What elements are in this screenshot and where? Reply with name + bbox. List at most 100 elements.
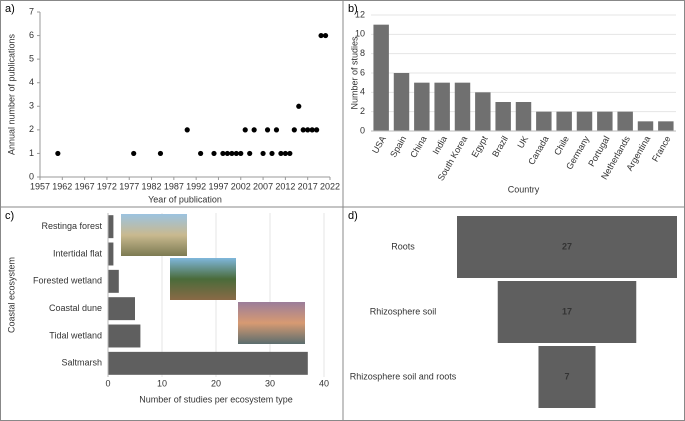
x-tick-label: India xyxy=(431,134,449,156)
y-tick-label: Restinga forest xyxy=(41,221,102,231)
point xyxy=(211,150,217,157)
x-tick-label: 2002 xyxy=(231,181,251,191)
x-tick-label: Spain xyxy=(388,134,408,159)
x-tick-label: Chile xyxy=(552,134,571,157)
point xyxy=(233,150,239,157)
bar xyxy=(108,351,308,375)
panel: c) 0 10 20 30 40 Restinga forest Intertidal fla… xyxy=(5,210,329,404)
x-tick-label: France xyxy=(650,134,673,163)
x-tick-label: 0 xyxy=(105,378,110,388)
bar xyxy=(658,121,674,131)
panel-label: b) xyxy=(348,3,358,15)
x-tick-label: 1992 xyxy=(186,181,206,191)
point xyxy=(291,127,297,133)
x-tick-label: 1972 xyxy=(97,181,117,191)
y-axis-label: Number of studies xyxy=(349,36,359,110)
bar xyxy=(617,111,633,131)
bar xyxy=(108,297,135,321)
x-tick-label: 20 xyxy=(211,378,221,388)
y-tick-label: 4 xyxy=(360,87,365,97)
point xyxy=(55,150,61,157)
x-tick-label: 1982 xyxy=(142,181,162,191)
y-axis-label: Coastal ecosystem xyxy=(6,257,16,333)
point xyxy=(264,127,271,133)
point xyxy=(247,150,253,157)
bar xyxy=(515,102,532,131)
x-tick-label: China xyxy=(408,134,428,159)
photo xyxy=(121,214,187,256)
point xyxy=(260,150,266,157)
category-label: Roots xyxy=(391,241,415,251)
y-tick-label: 2 xyxy=(29,124,34,134)
point xyxy=(282,150,288,157)
bar xyxy=(576,111,593,131)
point xyxy=(322,32,329,39)
bar xyxy=(108,215,114,239)
category-label: Rhizosphere soil xyxy=(370,306,437,316)
bar xyxy=(597,111,613,131)
point xyxy=(198,150,204,157)
funnel-bar xyxy=(457,216,677,278)
y-tick-label: Intertidal flat xyxy=(53,248,103,258)
x-tick-label: 1987 xyxy=(164,181,184,191)
x-tick-label: 1977 xyxy=(119,181,139,191)
y-tick-label: Forested wetland xyxy=(33,276,102,286)
value-label: 7 xyxy=(564,371,569,381)
bar xyxy=(536,111,552,131)
x-tick-label: 2012 xyxy=(275,181,295,191)
y-tick-label: 0 xyxy=(29,171,34,181)
panel: d) 27 Roots 17 Rhizosphere soil 7 Rhizosphere … xyxy=(348,210,677,408)
y-tick-label: 1 xyxy=(29,148,34,158)
bar xyxy=(495,102,511,131)
bar xyxy=(108,269,119,293)
x-tick-label: 2022 xyxy=(320,181,340,191)
point xyxy=(296,103,302,109)
y-tick-label: Tidal wetland xyxy=(49,330,102,340)
point xyxy=(287,150,293,157)
y-tick-label: 2 xyxy=(360,106,365,116)
y-tick-label: 3 xyxy=(29,101,34,111)
bar xyxy=(454,82,471,131)
point xyxy=(300,127,306,133)
x-tick-label: 2017 xyxy=(298,181,318,191)
y-tick-label: 8 xyxy=(360,48,365,58)
x-tick-label: USA xyxy=(370,134,388,155)
x-tick-label: Brazil xyxy=(490,134,510,158)
point xyxy=(220,150,226,157)
bar xyxy=(414,82,430,131)
point xyxy=(305,127,311,133)
x-tick-label: 1997 xyxy=(208,181,228,191)
x-tick-label: 40 xyxy=(319,378,329,388)
x-tick-label: 1967 xyxy=(75,181,95,191)
point xyxy=(131,150,137,157)
bar xyxy=(373,24,389,132)
x-tick-label: 1957 xyxy=(30,181,50,191)
y-tick-label: 6 xyxy=(29,30,34,40)
x-axis-label: Country xyxy=(508,184,540,194)
point xyxy=(269,150,275,157)
y-tick-label: Saltmarsh xyxy=(61,358,102,368)
point xyxy=(184,127,190,133)
funnel-bar xyxy=(538,346,596,408)
bar xyxy=(475,92,491,131)
funnel-bar xyxy=(497,281,637,343)
y-tick-label: 12 xyxy=(355,9,365,19)
bar xyxy=(556,111,572,131)
y-tick-label: 7 xyxy=(29,6,34,16)
x-tick-label: 2007 xyxy=(253,181,273,191)
point xyxy=(157,150,164,157)
x-tick-label: 30 xyxy=(265,378,275,388)
y-tick-label: 10 xyxy=(355,29,365,39)
point xyxy=(309,127,315,133)
y-tick-label: Coastal dune xyxy=(49,303,102,313)
point xyxy=(318,32,324,39)
panel-label: a) xyxy=(5,3,15,15)
x-axis-label: Number of studies per ecosystem type xyxy=(139,394,293,404)
x-tick-label: 10 xyxy=(157,378,167,388)
y-tick-label: 4 xyxy=(29,77,34,87)
point xyxy=(314,127,320,133)
y-tick-label: 0 xyxy=(360,125,365,135)
